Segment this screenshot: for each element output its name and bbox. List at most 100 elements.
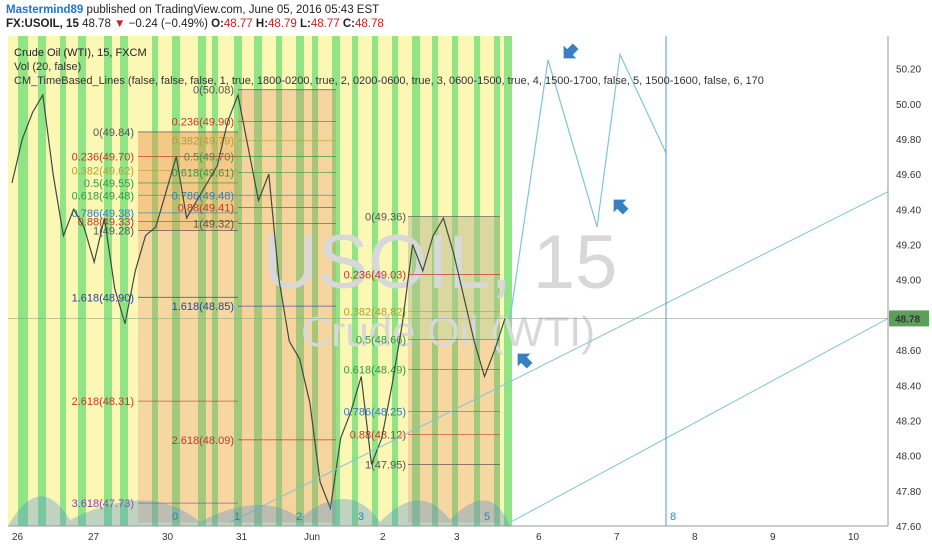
- x-tick-label: 31: [236, 532, 248, 543]
- session-band-green: [504, 36, 512, 526]
- session-band-green: [38, 36, 46, 526]
- fib-label: 2.618(48.09): [172, 435, 234, 447]
- x-tick-label: 7: [614, 532, 620, 543]
- low-value: 48.77: [310, 18, 340, 30]
- x-tick-label: 26: [12, 532, 24, 543]
- x-tick-label: 6: [536, 532, 542, 543]
- publish-info: published on TradingView.com, June 05, 2…: [86, 4, 380, 16]
- session-label: 0: [172, 511, 178, 523]
- arrow-shape: [563, 43, 579, 59]
- y-tick-label: 50.20: [896, 65, 921, 76]
- y-tick-label: 48.00: [896, 452, 921, 463]
- fib-label: 0.5(48.66): [356, 335, 406, 347]
- trendline-upper: [229, 191, 889, 523]
- y-tick-label: 48.40: [896, 381, 921, 392]
- session-band-green: [78, 36, 86, 526]
- session-label: 2: [296, 511, 302, 523]
- session-band-green: [172, 36, 180, 526]
- arrows: [517, 43, 629, 369]
- session-band-green: [234, 36, 242, 526]
- fib-label: 0.618(49.61): [172, 167, 234, 179]
- session-band-green: [60, 36, 66, 526]
- fib-label: 0.88(49.41): [178, 203, 234, 215]
- fib-label: 0.236(49.70): [72, 152, 134, 164]
- y-tick-label: 49.80: [896, 135, 921, 146]
- watermark-name: Crude Oil (WTI): [301, 308, 595, 355]
- arrow-shape: [613, 199, 629, 215]
- x-tick-label: 9: [770, 532, 776, 543]
- session-label: 3: [358, 511, 364, 523]
- open-label: O:: [211, 18, 224, 30]
- watermark: USOIL, 15 Crude Oil (WTI): [263, 220, 618, 355]
- price-change: −0.24 (−0.49%): [128, 18, 208, 30]
- session-band-green: [372, 36, 378, 526]
- price-line: [11, 92, 506, 511]
- fib-label: 0.88(49.33): [78, 217, 134, 229]
- legend-volume: Vol (20, false): [14, 61, 81, 73]
- session-band-green: [152, 36, 158, 526]
- price-series: 0 1 2 3 5 8: [8, 36, 889, 526]
- fib-label: 0.382(49.79): [172, 136, 234, 148]
- legend-indicator: CM_TimeBased_Lines (false, false, false,…: [14, 75, 764, 87]
- fib-label: 0(49.36): [365, 211, 406, 223]
- x-tick-label: 27: [88, 532, 100, 543]
- fib-label: 1(47.95): [365, 459, 406, 471]
- fib-label: 0.786(49.48): [172, 190, 234, 202]
- high-label: H:: [255, 18, 269, 30]
- session-band-green: [432, 36, 438, 526]
- session-bands: [8, 36, 888, 526]
- fib-label: 0.786(48.25): [344, 407, 406, 419]
- price-badge-label: 48.78: [895, 314, 920, 325]
- fib-label: 2.618(48.31): [72, 396, 134, 408]
- high-value: 48.79: [268, 18, 297, 30]
- session-band-green: [120, 36, 128, 526]
- close-label: C:: [342, 18, 355, 30]
- session-band-green: [296, 36, 304, 526]
- watermark-symbol: USOIL, 15: [263, 220, 618, 305]
- last-price: 48.78: [82, 18, 111, 30]
- y-tick-label: 49.00: [896, 276, 921, 287]
- fib-label: 0(49.84): [93, 127, 134, 139]
- fib-label: 0.618(48.49): [344, 364, 406, 376]
- future-area: [512, 36, 888, 526]
- fib-label: 0.382(48.82): [344, 306, 406, 318]
- session-band-green: [104, 36, 112, 526]
- y-tick-label: 49.20: [896, 241, 921, 252]
- session-band-green: [18, 36, 28, 526]
- fib-label: 1(49.32): [193, 218, 234, 230]
- arrow-up-icon: [613, 199, 629, 215]
- x-tick-label: Jun: [304, 532, 320, 543]
- down-arrow-icon: ▼: [114, 18, 126, 30]
- arrow-shape: [517, 353, 533, 369]
- y-tick-label: 47.80: [896, 487, 921, 498]
- trendline-lower: [509, 317, 889, 523]
- y-tick-label: 49.40: [896, 205, 921, 216]
- session-band-green: [474, 36, 480, 526]
- fib-levels: 0(49.84) 0.236(49.70) 0.382(49.62)0.5(49.5…: [72, 85, 500, 510]
- session-band-green: [452, 36, 458, 526]
- fib-zone-3-upper: [408, 216, 500, 340]
- arrow-up-icon: [517, 353, 533, 369]
- fib-label: 0.88(48.12): [350, 430, 406, 442]
- author-link[interactable]: Mastermind89: [6, 4, 84, 16]
- session-label: 1: [234, 511, 240, 523]
- session-label: 5: [484, 511, 490, 523]
- low-label: L:: [300, 18, 311, 30]
- y-tick-label: 47.60: [896, 522, 921, 533]
- x-tick-label: 3: [454, 532, 460, 543]
- fib-label: 0.382(49.62): [72, 166, 134, 178]
- arrow-down-icon: [563, 43, 579, 59]
- x-tick-label: 30: [162, 532, 174, 543]
- fib-label: 0.236(49.03): [344, 269, 406, 281]
- symbol-label: FX:USOIL, 15: [6, 18, 79, 30]
- volume-area: [8, 496, 510, 526]
- x-tick-label: 8: [692, 532, 698, 543]
- session-band-green: [312, 36, 318, 526]
- fib-label: 3.618(47.73): [72, 498, 134, 510]
- y-tick-label: 49.60: [896, 170, 921, 181]
- session-label: 8: [670, 511, 676, 523]
- fib-label: 1.618(48.85): [172, 301, 234, 313]
- fib-label: 0.618(49.48): [72, 190, 134, 202]
- y-tick-label: 50.00: [896, 100, 921, 111]
